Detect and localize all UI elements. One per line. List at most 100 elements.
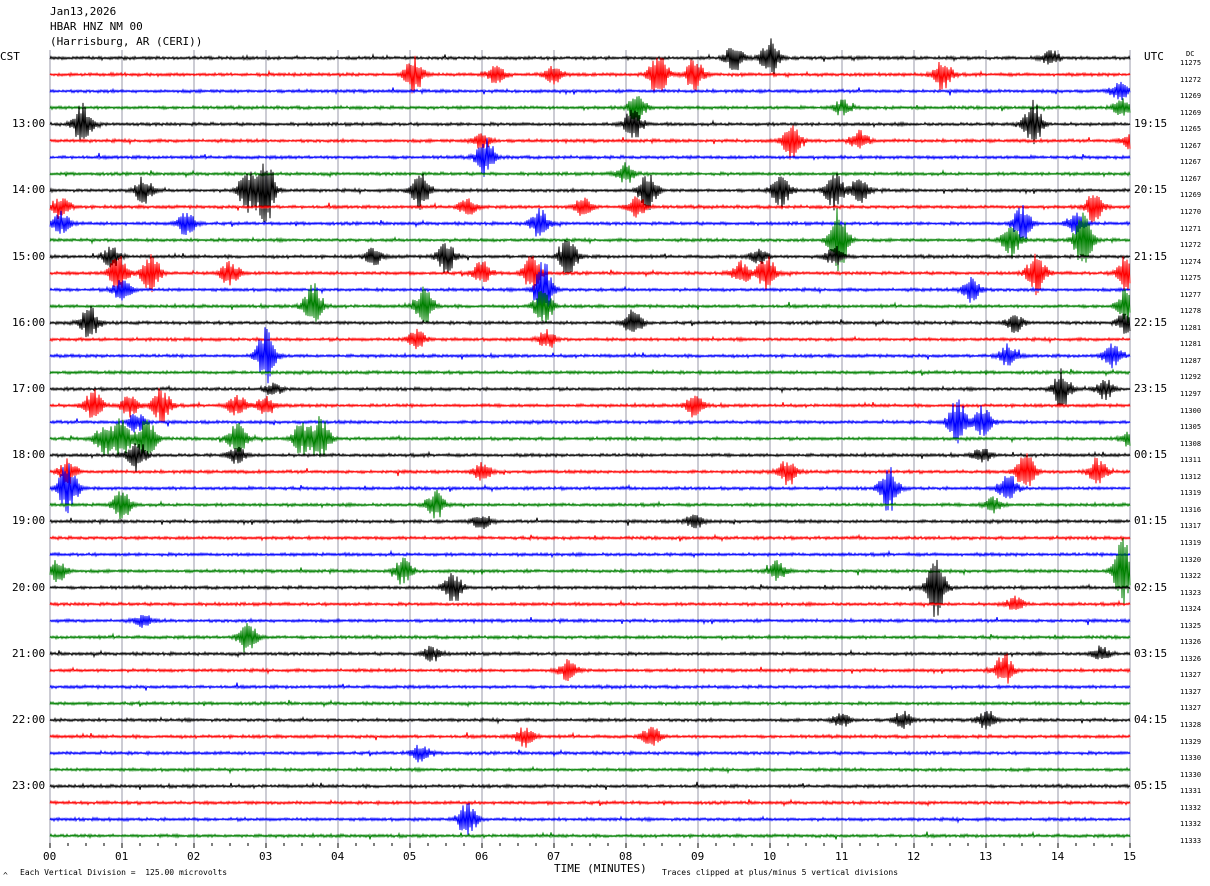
cst-hour-label: 20:00 [12, 580, 46, 594]
x-tick-label: 08 [619, 850, 633, 863]
trace-line [49, 96, 1131, 121]
dc-offset-header: DC [1186, 50, 1195, 58]
trace-line [49, 416, 1131, 458]
trace-line [49, 368, 1131, 407]
trace-line [49, 463, 1131, 514]
x-tick-label: 14 [1051, 850, 1065, 863]
dc-offset-label: 11277 [1180, 290, 1202, 299]
trace-line [49, 765, 1131, 775]
trace-line [49, 399, 1131, 444]
dc-offset-label: 11326 [1180, 654, 1202, 663]
cst-hour-label: 13:00 [12, 117, 46, 131]
dc-offset-label: 11324 [1180, 605, 1202, 614]
trace-line [49, 55, 1131, 94]
utc-hour-label: 20:15 [1134, 183, 1168, 197]
clip-note: Traces clipped at plus/minus 5 vertical … [662, 868, 899, 877]
dc-offset-label: 11287 [1180, 356, 1202, 365]
dc-offset-label: 11327 [1180, 704, 1202, 713]
trace-line [49, 240, 1131, 276]
corner-mark: ^ [3, 871, 8, 880]
utc-hour-label: 22:15 [1134, 315, 1168, 329]
dc-offset-label: 11322 [1180, 572, 1202, 581]
x-tick-label: 15 [1123, 850, 1137, 863]
dc-offset-label: 11330 [1180, 770, 1202, 779]
dc-offset-label: 11272 [1180, 75, 1202, 84]
utc-hour-label: 04:15 [1134, 713, 1168, 726]
trace-line [49, 262, 1131, 320]
dc-offset-label: 11267 [1180, 141, 1202, 150]
trace-line [49, 388, 1131, 424]
trace-line [49, 368, 1131, 377]
trace-line [49, 726, 1131, 748]
x-tick-label: 00 [43, 850, 57, 863]
dc-offset-label: 11316 [1180, 505, 1202, 514]
dc-offset-label: 11270 [1180, 207, 1202, 216]
x-tick-label: 07 [547, 850, 561, 863]
trace-line [49, 208, 1131, 272]
chart-date: Jan13,2026 [50, 5, 117, 18]
x-tick-label: 10 [763, 850, 777, 863]
cst-hour-label: 15:00 [12, 249, 46, 263]
trace-line [49, 162, 1131, 183]
trace-line [49, 443, 1131, 473]
trace-line [49, 99, 1131, 145]
dc-offset-label: 11274 [1180, 257, 1202, 266]
trace-line [49, 803, 1131, 835]
cst-hour-label: 22:00 [12, 713, 46, 726]
dc-offset-label: 11311 [1180, 456, 1202, 465]
trace-line [49, 489, 1131, 520]
trace-line [49, 653, 1131, 684]
dc-offset-label: 11332 [1180, 803, 1202, 812]
x-tick-label: 04 [331, 850, 345, 863]
dc-offset-label: 11319 [1180, 538, 1202, 547]
dc-offset-label: 11333 [1180, 836, 1202, 845]
x-tick-label: 02 [187, 850, 201, 863]
dc-offset-label: 11297 [1180, 390, 1202, 398]
trace-line [49, 125, 1131, 160]
dc-offset-label: 11327 [1180, 687, 1202, 696]
x-tick-label: 12 [907, 850, 921, 863]
cst-hour-label: 23:00 [12, 779, 46, 793]
dc-offset-label: 11281 [1180, 323, 1202, 332]
dc-offset-label: 11312 [1180, 472, 1202, 481]
utc-hour-label: 19:15 [1134, 117, 1168, 131]
cst-hour-label: 14:00 [12, 183, 46, 197]
chart-station: HBAR HNZ NM 00 [50, 20, 143, 33]
trace-line [49, 698, 1131, 708]
dc-offset-label: 11269 [1180, 92, 1202, 101]
trace-line [49, 533, 1131, 543]
trace-line [49, 327, 1131, 384]
trace-line [49, 549, 1131, 559]
x-axis-title: TIME (MINUTES) [554, 862, 647, 875]
cst-hour-label: 17:00 [12, 382, 46, 395]
trace-line [49, 710, 1131, 730]
utc-hour-label: 03:15 [1134, 646, 1168, 660]
trace-line [49, 306, 1131, 338]
x-tick-label: 01 [115, 850, 129, 863]
dc-offset-label: 11275 [1180, 274, 1202, 283]
left-timezone-label: CST [0, 50, 20, 63]
dc-offset-label: 11325 [1180, 621, 1202, 630]
utc-hour-label: 23:15 [1134, 382, 1168, 395]
trace-line [49, 615, 1131, 628]
dc-offset-label: 11272 [1180, 241, 1202, 250]
dc-offset-label: 11329 [1180, 737, 1202, 746]
trace-line [49, 81, 1131, 101]
trace-line [49, 744, 1131, 763]
dc-offset-label: 11281 [1180, 340, 1202, 349]
dc-offset-label: 11319 [1180, 489, 1202, 498]
dc-offset-label: 11300 [1180, 406, 1202, 415]
dc-offset-label: 11328 [1180, 721, 1202, 729]
dc-offset-label: 11323 [1180, 588, 1202, 597]
trace-line [49, 682, 1131, 691]
trace-line [49, 253, 1131, 296]
trace-line [49, 204, 1131, 242]
dc-offset-label: 11269 [1180, 108, 1202, 117]
trace-line [49, 514, 1131, 529]
trace-line [49, 537, 1131, 604]
trace-line [49, 328, 1131, 350]
dc-offset-label: 11271 [1180, 224, 1202, 233]
utc-hour-label: 01:15 [1134, 514, 1168, 528]
cst-hour-label: 16:00 [12, 315, 46, 329]
